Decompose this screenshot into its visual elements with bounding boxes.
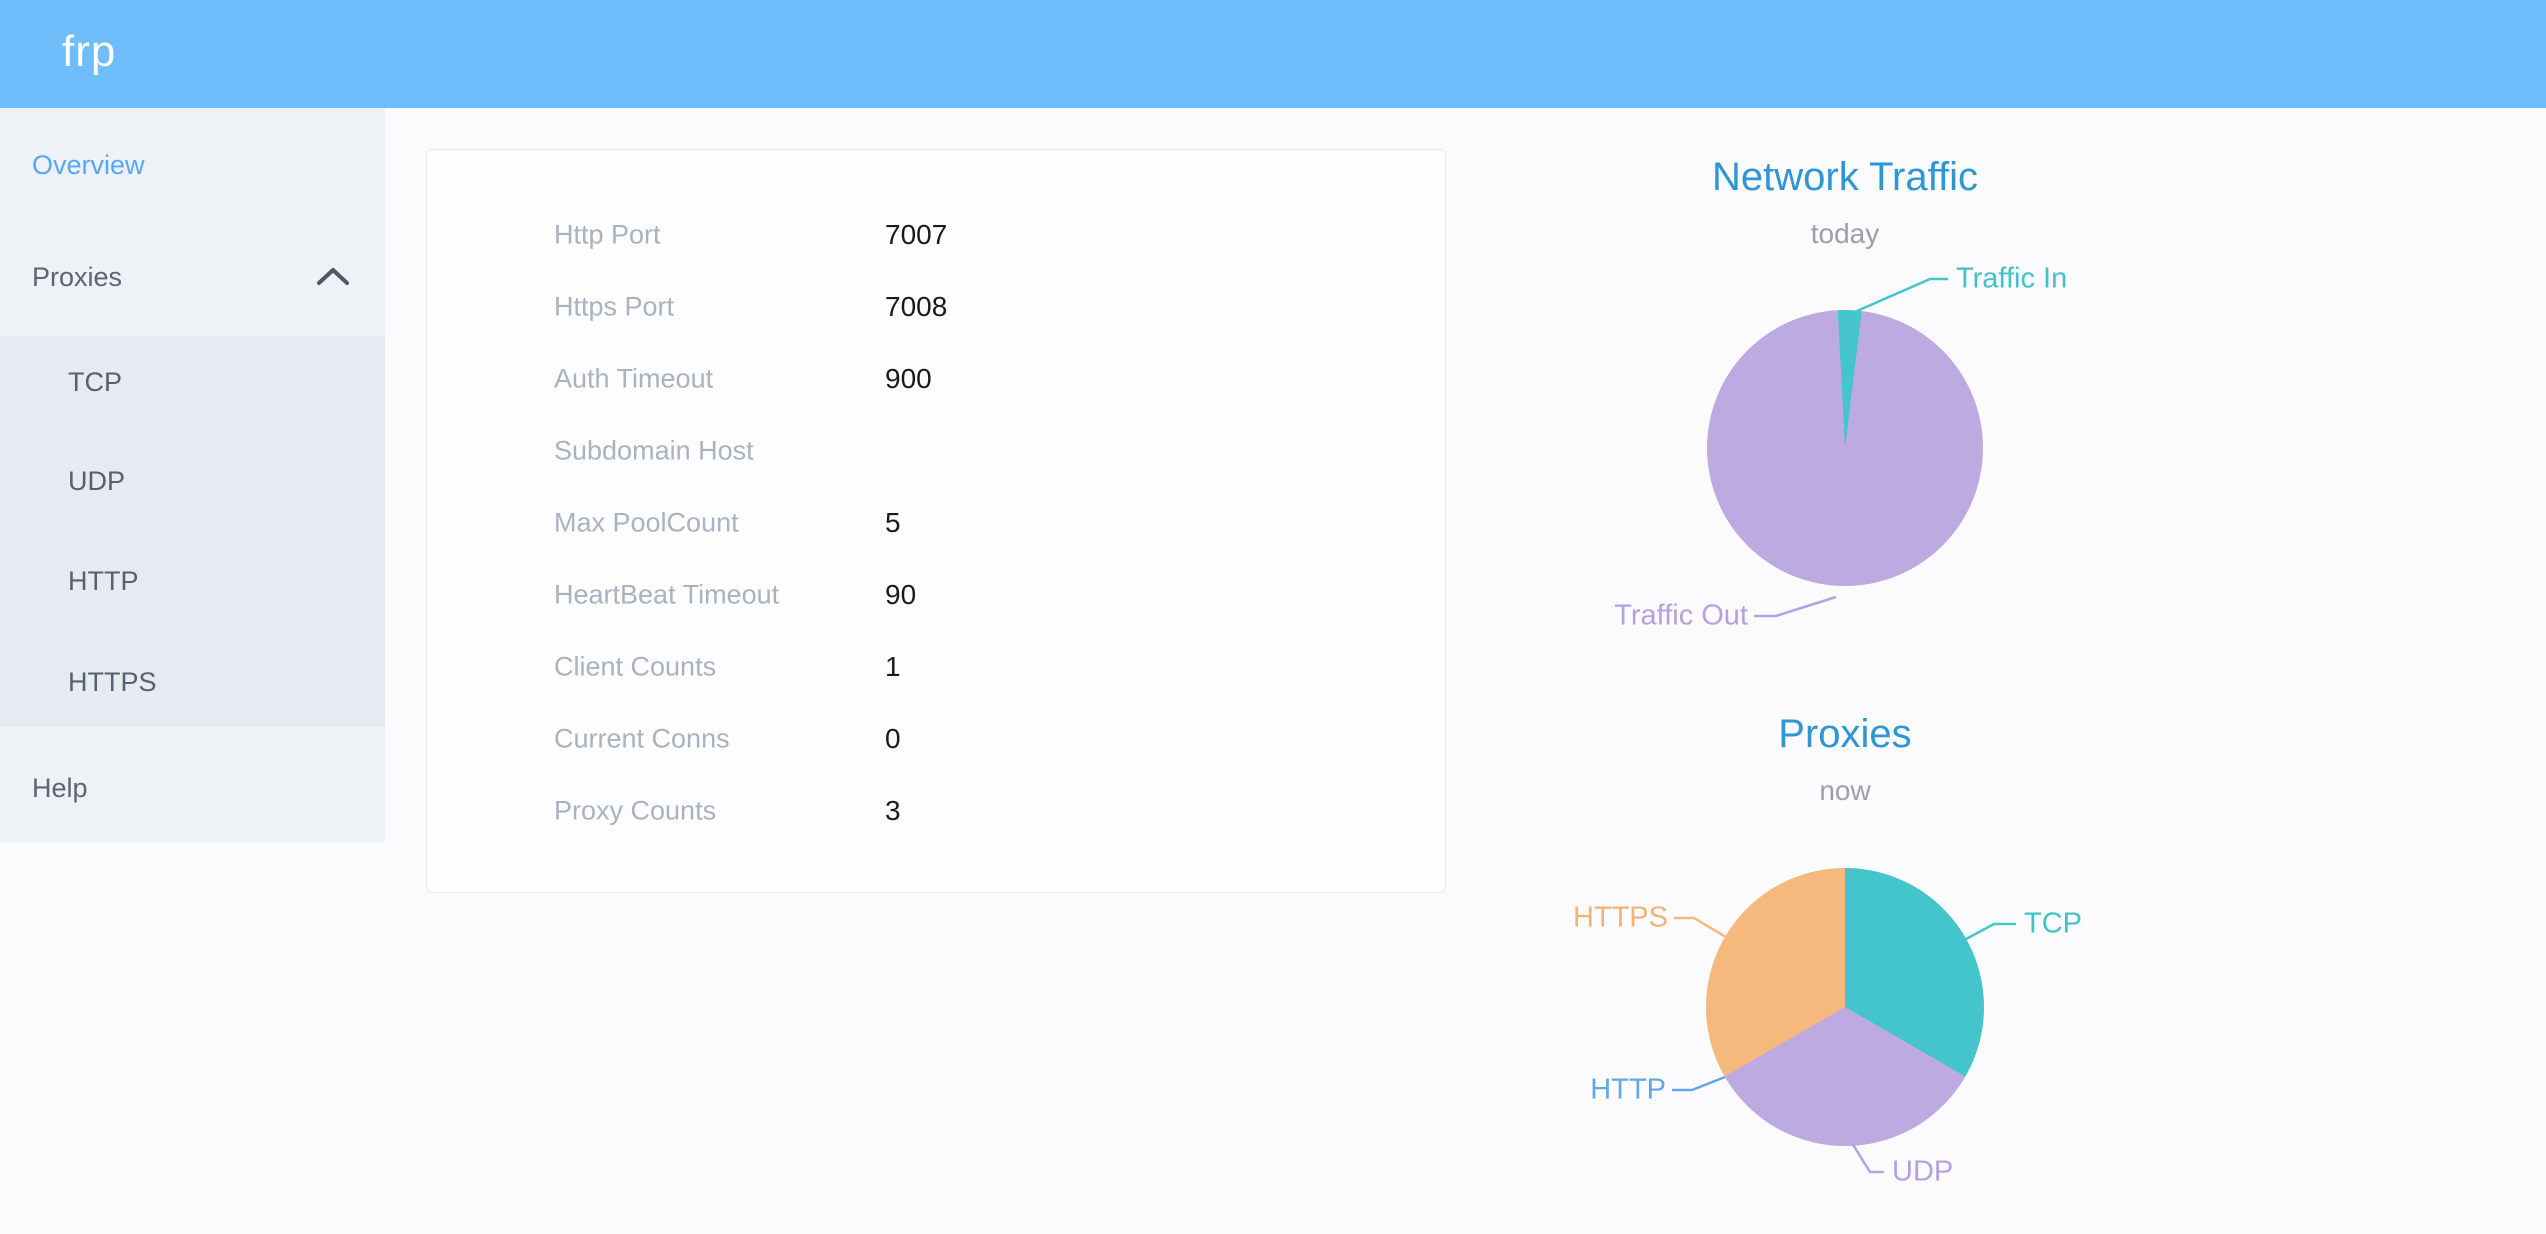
proxies-subtitle: now — [1819, 775, 1871, 806]
info-label: Http Port — [554, 219, 661, 250]
info-value: 1 — [885, 651, 901, 682]
info-value: 7008 — [885, 291, 948, 322]
sidebar-item-udp[interactable]: UDP — [68, 466, 126, 496]
info-row-current-conns: Current Conns 0 — [427, 703, 1445, 775]
proxies-submenu: TCP UDP HTTP HTTPS — [0, 336, 385, 727]
network-traffic-title: Network Traffic — [1712, 155, 1978, 199]
info-label: Client Counts — [554, 651, 717, 682]
info-value: 3 — [885, 795, 901, 826]
info-label: HeartBeat Timeout — [554, 579, 780, 610]
proxies-chart-header: Proxies now — [1445, 712, 2245, 807]
label-traffic-in: Traffic In — [1956, 262, 2068, 295]
info-label: Https Port — [554, 291, 675, 322]
label-http: HTTP — [1590, 1073, 1666, 1106]
sidebar-item-http[interactable]: HTTP — [68, 566, 139, 596]
info-row-https-port: Https Port 7008 — [427, 271, 1445, 343]
sidebar-item-tcp[interactable]: TCP — [68, 367, 122, 397]
info-row-client-counts: Client Counts 1 — [427, 631, 1445, 703]
info-row-heartbeat-timeout: HeartBeat Timeout 90 — [427, 559, 1445, 631]
sidebar-item-proxies[interactable]: Proxies — [0, 245, 385, 309]
info-label: Current Conns — [554, 723, 730, 754]
info-row-subdomain-host: Subdomain Host — [427, 415, 1445, 487]
app-header: frp — [0, 0, 2546, 108]
info-value: 900 — [885, 363, 932, 394]
info-label: Proxy Counts — [554, 795, 717, 826]
info-label: Max PoolCount — [554, 507, 739, 538]
sidebar-item-help[interactable]: Help — [32, 773, 88, 803]
server-info-card: Http Port 7007 Https Port 7008 Auth Time… — [426, 149, 1446, 893]
label-https: HTTPS — [1572, 901, 1668, 934]
info-value: 7007 — [885, 219, 948, 250]
info-label: Subdomain Host — [554, 435, 754, 466]
network-traffic-chart-header: Network Traffic today — [1445, 155, 2245, 250]
info-value: 90 — [885, 579, 917, 610]
label-udp: UDP — [1892, 1155, 1954, 1188]
info-value: 5 — [885, 507, 901, 538]
network-traffic-pie-chart[interactable] — [1707, 310, 1983, 586]
sidebar: Overview Proxies TCP UDP HTTP HTTPS Help — [0, 108, 385, 842]
info-row-proxy-counts: Proxy Counts 3 — [427, 775, 1445, 847]
label-traffic-out: Traffic Out — [1614, 599, 1748, 632]
sidebar-item-proxies-label: Proxies — [32, 262, 123, 292]
info-row-auth-timeout: Auth Timeout 900 — [427, 343, 1445, 415]
proxies-title: Proxies — [1778, 712, 1912, 756]
sidebar-item-overview[interactable]: Overview — [32, 150, 145, 180]
label-tcp: TCP — [2024, 907, 2082, 940]
info-label: Auth Timeout — [554, 363, 714, 394]
network-traffic-subtitle: today — [1810, 218, 1880, 249]
app-logo: frp — [62, 27, 117, 76]
info-row-http-port: Http Port 7007 — [427, 199, 1445, 271]
chevron-up-icon[interactable] — [316, 265, 350, 287]
proxies-pie-chart[interactable] — [1706, 868, 1984, 1146]
info-value: 0 — [885, 723, 901, 754]
sidebar-item-https[interactable]: HTTPS — [68, 667, 157, 697]
info-row-max-poolcount: Max PoolCount 5 — [427, 487, 1445, 559]
